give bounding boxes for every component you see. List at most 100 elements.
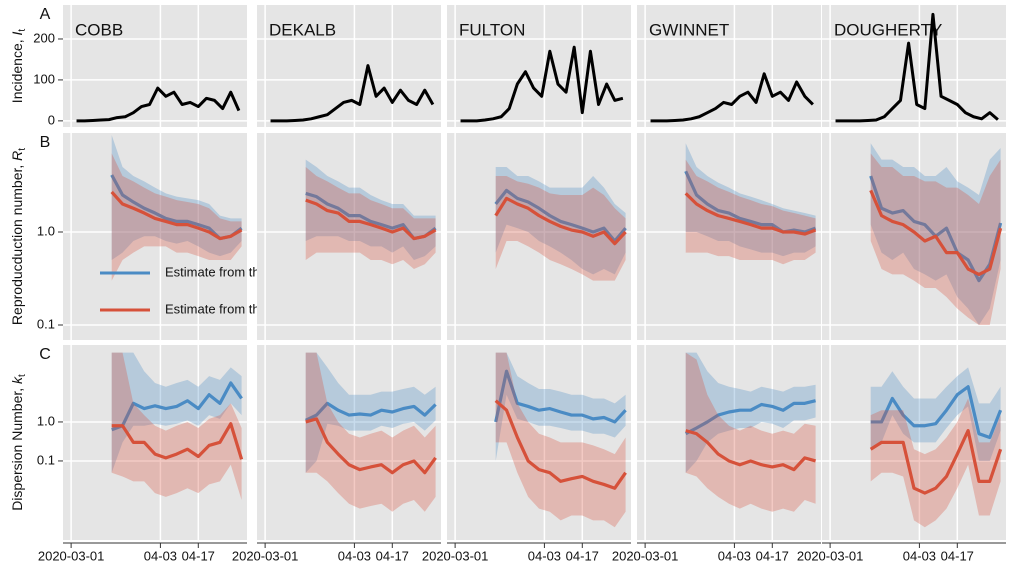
panel [257, 133, 441, 340]
confidence-band [685, 352, 816, 512]
confidence-band [685, 352, 816, 473]
x-tick-label: 04-03 [338, 548, 371, 563]
series-line [835, 12, 999, 123]
county-title: DOUGHERTY [834, 20, 942, 39]
series-line [494, 196, 627, 246]
x-tick-label: 2020-03-01 [38, 548, 105, 563]
x-tick-label: 04-03 [903, 548, 936, 563]
confidence-band [111, 352, 242, 473]
panel-background [822, 133, 1006, 340]
panel: 0 100 200 Incidence, It A COBB [9, 5, 247, 127]
x-tick-label: 2020-03-01 [612, 548, 679, 563]
confidence-band [495, 352, 626, 461]
series-line [684, 192, 817, 236]
panel-background [822, 345, 1006, 540]
y-tick-label: 1.0 [37, 413, 55, 428]
x-tick-label: 04-17 [756, 548, 789, 563]
panel-background [257, 345, 441, 540]
series-line [76, 86, 241, 123]
county-title: FULTON [459, 20, 525, 39]
panel-letter: B [40, 134, 51, 151]
confidence-band [305, 166, 436, 270]
panel: GWINNET [637, 5, 821, 127]
y-axis-label-subscript: t [17, 148, 28, 151]
x-tick-label: 2020-03-01 [232, 548, 299, 563]
series-line [684, 399, 816, 436]
series-line [111, 422, 244, 460]
panel: 2020-03-01 04-03 04-17 [422, 345, 631, 563]
y-axis-label-text: Incidence, [9, 35, 25, 103]
panel-background [637, 345, 821, 540]
panel: 2020-03-01 04-03 04-17 [612, 345, 821, 563]
series-line [305, 198, 437, 241]
series-line [305, 417, 437, 475]
y-axis-label: Reproducduction number, Rt [9, 148, 28, 325]
panel-letter: A [40, 6, 51, 23]
series-line [684, 170, 817, 234]
confidence-band [495, 176, 626, 281]
confidence-band [305, 352, 436, 473]
county-title: GWINNET [649, 20, 729, 39]
confidence-band [685, 143, 816, 257]
panel-background [822, 5, 1006, 127]
x-tick-label: 04-03 [144, 548, 177, 563]
y-tick-label: 0.1 [37, 316, 55, 331]
x-tick-label: 04-17 [566, 548, 599, 563]
confidence-band [111, 352, 242, 500]
y-tick-label: 0 [48, 112, 55, 127]
x-tick-label: 04-17 [182, 548, 215, 563]
y-axis-label-symbol: k [9, 376, 25, 384]
y-tick-label: 1.0 [37, 223, 55, 238]
panel-background [447, 345, 631, 540]
series-line [494, 399, 627, 490]
panel-background [447, 133, 631, 340]
confidence-band [870, 153, 1001, 326]
panel: FULTON [447, 5, 631, 127]
panel-background [637, 133, 821, 340]
x-tick-label: 04-17 [941, 548, 974, 563]
y-axis-label: Incidence, It [9, 29, 28, 104]
confidence-band [685, 159, 816, 265]
y-axis-label-symbol: I [9, 31, 25, 35]
panel: DEKALB [257, 5, 441, 127]
panel: DOUGHERTY [822, 5, 1006, 127]
series-line [460, 45, 624, 123]
x-tick-label: 2020-03-01 [797, 548, 864, 563]
y-axis-label: Dispersion Number, kt [9, 374, 28, 511]
panel-letter: C [39, 346, 51, 363]
confidence-band [495, 352, 626, 528]
x-tick-label: 2020-03-01 [422, 548, 489, 563]
panel-background [447, 5, 631, 127]
y-tick-label: 200 [33, 30, 55, 45]
panel: 2020-03-01 04-03 04-17 [232, 345, 441, 563]
series-line [305, 401, 437, 422]
y-tick-label: 100 [33, 71, 55, 86]
panel-background [257, 5, 441, 127]
panel: 1.0 0.1 Dispersion Number, kt C 2020-03-01 04… [9, 345, 247, 563]
x-tick-label: 04-03 [718, 548, 751, 563]
y-tick-label: 0.1 [37, 452, 55, 467]
series-line [685, 429, 817, 472]
series-line [494, 188, 627, 243]
panel-background [637, 5, 821, 127]
series-line [869, 429, 1003, 495]
series-line [110, 190, 243, 241]
confidence-band [305, 159, 436, 261]
series-line [870, 385, 1003, 440]
series-line [869, 189, 1003, 277]
panel [447, 133, 631, 340]
series-line [650, 72, 814, 123]
y-axis-label-text: Dispersion Number, [9, 384, 25, 511]
series-line [270, 64, 435, 123]
x-tick-label: 04-03 [528, 548, 561, 563]
y-axis-label-subscript: t [17, 29, 28, 32]
y-axis-label-text: Reproducduction number, [9, 161, 25, 325]
panel [637, 133, 821, 340]
x-tick-label: 04-17 [376, 548, 409, 563]
panel [822, 133, 1006, 340]
series-line [111, 381, 243, 432]
confidence-band [305, 352, 436, 512]
